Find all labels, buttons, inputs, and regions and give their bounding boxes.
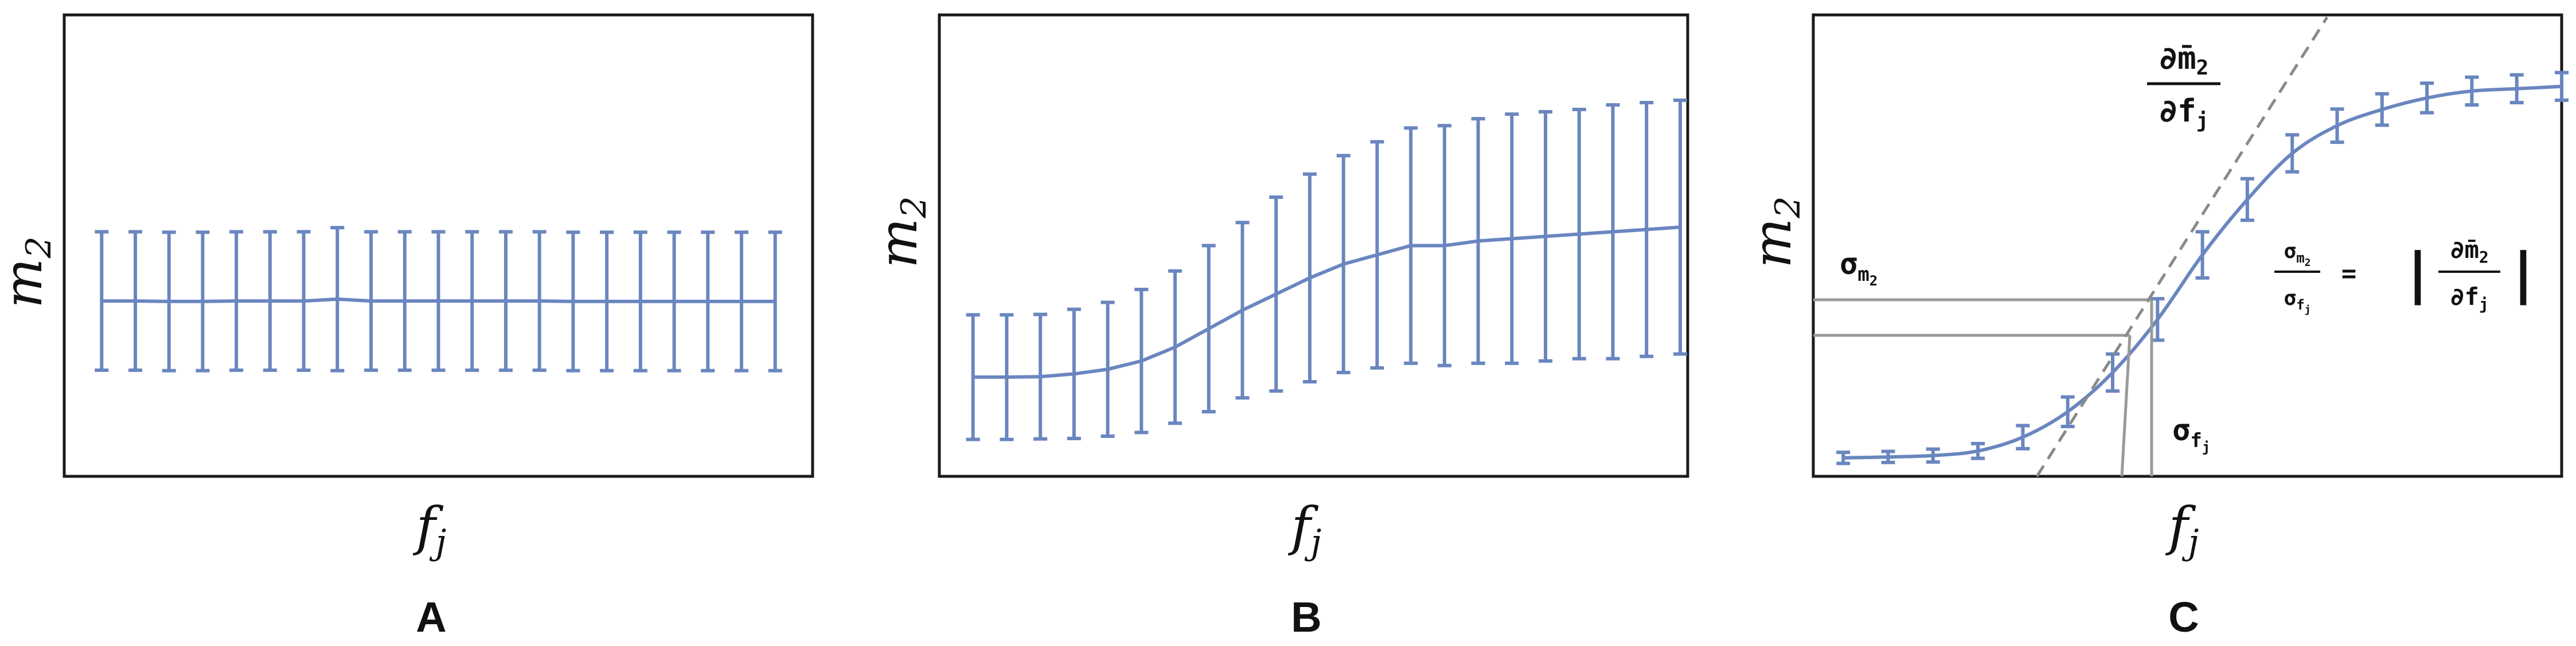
panel-a-xlabel: fj [413, 496, 447, 562]
derivative-numerator: ∂m̄2 [2159, 40, 2209, 80]
panel-b-frame [938, 13, 1689, 478]
tangent-line [2035, 16, 2329, 477]
ratio-denominator: σfj [2284, 287, 2311, 316]
panel-c: m2 fj C σm2 σfj ∂m̄2 ∂fj σm2 σfj = | ∂m̄… [1742, 13, 2569, 641]
panel-b-ylabel: m2 [868, 196, 934, 268]
panel-a: m2 fj A [0, 13, 814, 641]
sigma-fj-label: σfj [2172, 413, 2210, 455]
sigma-f-guide-left [2120, 335, 2132, 477]
abs-bar-left: | [2401, 241, 2434, 306]
panel-a-ylabel: m2 [0, 236, 59, 308]
panel-c-frame [1812, 13, 2563, 478]
panel-b: m2 fj B [868, 13, 1689, 641]
panel-a-plot [95, 226, 782, 373]
panel-b-series-line [973, 225, 1681, 379]
panel-c-xlabel: fj [2165, 496, 2199, 562]
abs-bar-right: | [2507, 241, 2540, 306]
panel-b-plot [966, 98, 1687, 441]
panel-a-series-line [102, 297, 775, 303]
abs-denominator: ∂fj [2450, 283, 2488, 314]
panel-b-xlabel: fj [1288, 496, 1322, 562]
equals-sign: = [2341, 259, 2357, 288]
ratio-equation: σm2 σfj = | ∂m̄2 ∂fj | [2274, 236, 2540, 316]
panel-b-label: B [1291, 593, 1321, 641]
panel-c-plot [1836, 71, 2569, 465]
ratio-numerator: σm2 [2284, 240, 2311, 269]
derivative-label: ∂m̄2 ∂fj [2147, 40, 2220, 132]
abs-numerator: ∂m̄2 [2450, 236, 2488, 267]
sigma-m2-label: σm2 [1840, 247, 1878, 289]
panel-c-errorbar [1836, 451, 1851, 465]
panel-a-label: A [416, 593, 446, 641]
panel-c-label: C [2168, 593, 2199, 641]
derivative-denominator: ∂fj [2159, 93, 2209, 132]
panel-c-series-line [1843, 84, 2562, 460]
panel-c-ylabel: m2 [1742, 196, 1808, 268]
